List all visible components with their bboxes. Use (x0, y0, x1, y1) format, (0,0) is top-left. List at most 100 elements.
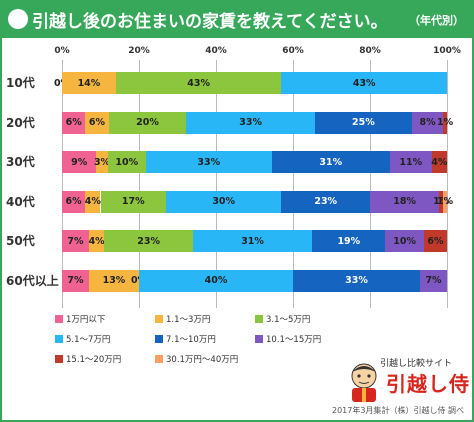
bar-segment: 33% (145, 151, 272, 173)
x-tick-label: 80% (359, 46, 381, 56)
data-label: 1% (436, 117, 454, 128)
data-label: 23% (137, 235, 160, 247)
bar-segment: 7% (62, 269, 89, 292)
bar-segment: 13% (88, 269, 139, 292)
bar-segment: 4% (431, 151, 448, 173)
legend-item: 5.1～7万円 (55, 333, 110, 345)
legend-label: 3.1～5万円 (266, 315, 311, 325)
gridline (293, 60, 294, 308)
data-label: 8% (419, 117, 436, 128)
data-label: 4% (84, 196, 101, 207)
data-label: 9% (71, 156, 88, 168)
data-label: 23% (314, 196, 338, 207)
legend-item: 1.1～3万円 (155, 313, 210, 325)
legend-label: 5.1～7万円 (66, 335, 111, 345)
bar-segment: 30% (165, 190, 282, 213)
data-label: 4% (431, 156, 448, 168)
legend-swatch (155, 335, 163, 343)
data-label: 6% (88, 117, 106, 128)
data-label: 43% (352, 77, 376, 89)
bar-segment: 19% (312, 230, 386, 252)
legend-swatch (55, 355, 63, 363)
chart-header: 引越し後のお住まいの家賃を教えてください。 （年代別） (0, 0, 474, 38)
gridline (370, 60, 371, 308)
category-label: 30代 (6, 155, 35, 169)
legend-swatch (55, 335, 63, 343)
legend-swatch (155, 355, 163, 363)
bar-segment: 7% (62, 230, 89, 252)
data-label: 33% (197, 156, 221, 168)
x-tick-label: 60% (282, 46, 304, 56)
bar-segment: 17% (100, 190, 166, 213)
bar-segment: 9% (62, 151, 97, 173)
chart-title: 引越し後のお住まいの家賃を教えてください。 (32, 12, 388, 32)
bar-segment: 10% (107, 151, 146, 173)
category-label: 10代 (6, 76, 35, 90)
data-label: 31% (241, 235, 264, 247)
bar-segment: 4% (84, 190, 101, 213)
data-label: 13% (102, 275, 126, 286)
bar-segment: 10% (385, 230, 424, 252)
data-label: 19% (337, 235, 361, 247)
samurai-mascot-icon (351, 363, 377, 402)
data-label: 17% (121, 196, 145, 207)
bar-segment: 33% (293, 269, 421, 292)
category-label: 20代 (6, 115, 35, 130)
legend-item: 1万円以下 (55, 313, 105, 325)
legend-label: 10.1～15万円 (266, 335, 322, 345)
bar-segment: 7% (420, 269, 447, 292)
category-label: 40代 (6, 194, 35, 209)
bar-segment: 23% (104, 230, 193, 252)
legend-swatch (255, 315, 263, 323)
bar-segment: 14% (62, 72, 116, 94)
brand-logo: 引越し比較サイト 引越し侍 (344, 356, 469, 404)
data-label: 11% (399, 156, 423, 168)
data-label: 20% (136, 117, 159, 128)
legend-item: 10.1～15万円 (255, 333, 321, 345)
x-tick-label: 100% (433, 46, 461, 56)
legend-item: 30.1万円～40万円 (155, 353, 238, 365)
bar-segment: 6% (85, 111, 109, 134)
bar-segment: 31% (192, 230, 313, 252)
data-label: 40% (204, 275, 228, 286)
bar-segment: 43% (281, 72, 447, 94)
bar-segment: 8% (412, 111, 444, 134)
bar-segment: 43% (115, 72, 282, 94)
chart-subtitle: （年代別） (409, 14, 464, 27)
legend-swatch (255, 335, 263, 343)
legend-item: 3.1～5万円 (255, 313, 310, 325)
gridline (447, 60, 448, 308)
bar-segment: 1% (437, 111, 453, 134)
data-label: 6% (427, 235, 444, 247)
header-bullet-icon (8, 9, 28, 29)
legend-label: 1.1～3万円 (166, 315, 211, 325)
bar-segment: 6% (62, 190, 86, 213)
legend-item: 15.1～20万円 (55, 353, 121, 365)
bar-segment: 25% (314, 111, 412, 134)
logo-subtitle: 引越し比較サイト (380, 359, 453, 369)
footer-credit: 2017年3月集計（株）引越し侍 調べ (332, 406, 464, 415)
legend-label: 7.1～10万円 (166, 335, 216, 345)
data-label: 31% (319, 156, 343, 168)
gridline (139, 60, 140, 308)
x-tick-label: 0% (54, 46, 70, 56)
bar-segment: 4% (88, 230, 105, 252)
data-label: 4% (88, 235, 105, 247)
bar-segment: 20% (108, 111, 187, 134)
bar-segment: 6% (62, 111, 86, 134)
gridline (216, 60, 217, 308)
bar-segment: 23% (281, 190, 370, 213)
bar-segment: 40% (139, 269, 293, 292)
logo-name: 引越し侍 (386, 372, 470, 396)
legend-item: 7.1～10万円 (155, 333, 216, 345)
data-label: 18% (393, 196, 417, 207)
bar-segment: 31% (271, 151, 390, 173)
bar-segment: 6% (423, 230, 447, 252)
data-label: 7% (67, 275, 84, 286)
bar-segment: 3% (94, 151, 110, 173)
data-label: 33% (239, 117, 262, 128)
data-label: 1% (437, 196, 454, 207)
data-label: 7% (67, 235, 84, 247)
bar-segment: 11% (389, 151, 432, 173)
legend-label: 1万円以下 (66, 315, 106, 325)
